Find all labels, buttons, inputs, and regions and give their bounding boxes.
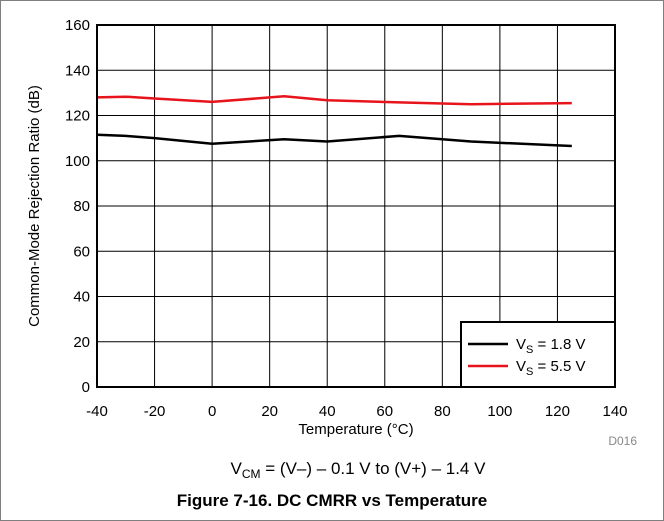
plot-border bbox=[96, 24, 616, 388]
y-tick-labels: 0 20 40 60 80 100 120 140 160 bbox=[65, 17, 90, 396]
legend-label: VS = 5.5 V bbox=[516, 358, 585, 378]
series-layer bbox=[96, 95, 572, 148]
test-condition: VCM = (V–) – 0.1 V to (V+) – 1.4 V bbox=[231, 459, 487, 481]
x-tick-label: 80 bbox=[434, 403, 451, 420]
x-tick-label: -20 bbox=[144, 403, 166, 420]
x-tick-label: -40 bbox=[86, 403, 108, 420]
x-tick-label: 20 bbox=[261, 403, 278, 420]
x-tick-label: 100 bbox=[487, 403, 512, 420]
x-tick-label: 140 bbox=[602, 403, 627, 420]
figure-title: Figure 7-16. DC CMRR vs Temperature bbox=[176, 491, 488, 510]
y-tick-label: 100 bbox=[65, 153, 90, 170]
y-tick-label: 160 bbox=[65, 17, 90, 34]
legend-label: VS = 1.8 V bbox=[516, 336, 585, 356]
legend-box bbox=[460, 321, 616, 388]
legend: VS = 1.8 VVS = 5.5 V bbox=[460, 321, 616, 388]
y-tick-label: 120 bbox=[65, 108, 90, 125]
series-line-2 bbox=[96, 95, 572, 106]
y-tick-label: 0 bbox=[82, 379, 90, 396]
y-axis-label: Common-Mode Rejection Ratio (dB) bbox=[26, 85, 43, 327]
y-tick-label: 60 bbox=[73, 243, 90, 260]
x-tick-label: 60 bbox=[376, 403, 393, 420]
x-tick-label: 120 bbox=[545, 403, 570, 420]
y-tick-label: 20 bbox=[73, 334, 90, 351]
x-tick-label: 0 bbox=[208, 403, 216, 420]
y-tick-label: 140 bbox=[65, 62, 90, 79]
x-tick-labels: -40 -20 0 20 40 60 80 100 120 140 bbox=[86, 403, 627, 420]
series-line-1 bbox=[96, 133, 572, 148]
x-axis-label: Temperature (°C) bbox=[298, 421, 413, 438]
y-tick-label: 80 bbox=[73, 198, 90, 215]
x-tick-label: 40 bbox=[319, 403, 336, 420]
figure-code: D016 bbox=[608, 434, 637, 448]
y-tick-label: 40 bbox=[73, 289, 90, 306]
